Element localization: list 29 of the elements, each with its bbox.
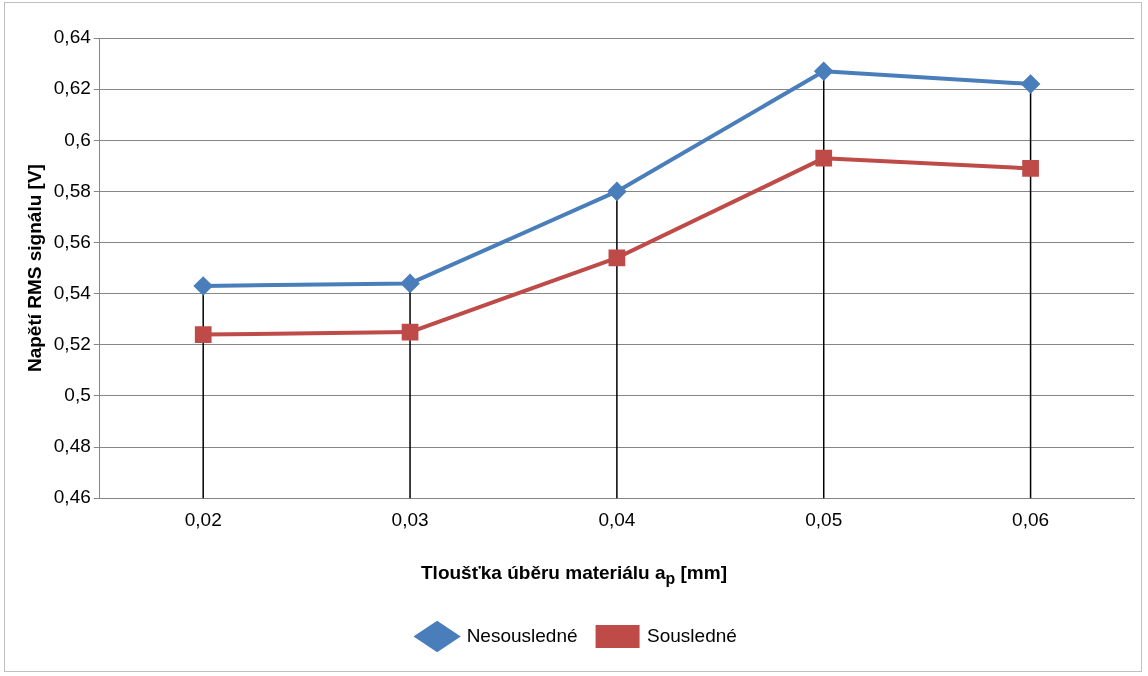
y-tick-label: 0,52 (53, 333, 91, 355)
y-tick-label: 0,6 (64, 128, 91, 150)
y-tick-label: 0,54 (53, 281, 92, 303)
x-tick-label: 0,02 (184, 508, 222, 530)
y-tick-label: 0,62 (53, 77, 91, 99)
x-tick-label: 0,04 (598, 508, 636, 530)
point (608, 249, 626, 267)
x-tick-label: 0,03 (391, 508, 429, 530)
y-axis-title: Napětí RMS signálu [V] (23, 164, 45, 373)
x-tick-label: 0,06 (1012, 508, 1050, 530)
y-tick-label: 0,46 (53, 486, 91, 508)
y-tick-label: 0,5 (64, 384, 91, 406)
point (194, 326, 212, 343)
point (401, 274, 420, 293)
point (1021, 75, 1040, 94)
legend-label: Nesousledné (466, 624, 578, 646)
y-tick-label: 0,56 (53, 230, 91, 252)
point (607, 182, 626, 201)
point (1022, 160, 1039, 177)
point (401, 323, 419, 341)
point (815, 149, 833, 167)
point (194, 277, 213, 295)
y-tick-label: 0,48 (53, 435, 91, 457)
x-tick-label: 0,05 (805, 508, 843, 530)
y-tick-label: 0,58 (53, 179, 91, 201)
legend-label: Sousledné (647, 624, 737, 646)
point (814, 62, 833, 81)
x-axis-title: Tloušťka úběru materiálu a$_{p}$ [mm] (420, 562, 728, 588)
y-tick-label: 0,64 (53, 26, 92, 48)
